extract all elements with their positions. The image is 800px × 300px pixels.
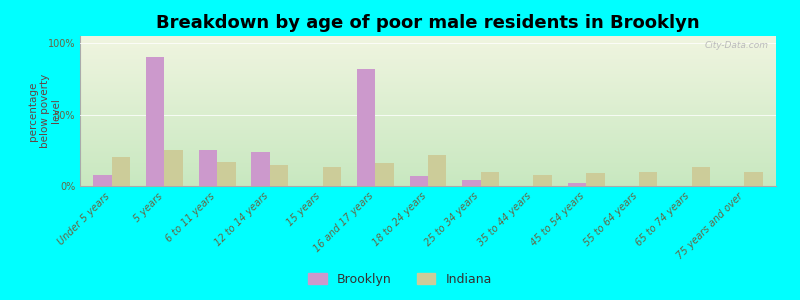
Bar (744, 172, 763, 186)
Bar (692, 167, 710, 186)
Bar (410, 176, 428, 186)
Bar (251, 152, 270, 186)
Legend: Brooklyn, Indiana: Brooklyn, Indiana (303, 268, 497, 291)
Bar (639, 172, 658, 186)
Text: City-Data.com: City-Data.com (705, 40, 769, 50)
Bar (481, 172, 499, 186)
Bar (586, 173, 605, 186)
Bar (112, 158, 130, 186)
Bar (357, 69, 375, 186)
Bar (534, 175, 552, 186)
Bar (375, 163, 394, 186)
Y-axis label: percentage
below poverty
level: percentage below poverty level (28, 74, 62, 148)
Bar (164, 150, 183, 186)
Bar (146, 57, 164, 186)
Bar (93, 175, 112, 186)
Bar (217, 162, 235, 186)
Bar (322, 167, 341, 186)
Bar (198, 150, 217, 186)
Title: Breakdown by age of poor male residents in Brooklyn: Breakdown by age of poor male residents … (156, 14, 700, 32)
Bar (428, 154, 446, 186)
Bar (568, 183, 586, 186)
Bar (462, 180, 481, 186)
Bar (270, 165, 288, 186)
